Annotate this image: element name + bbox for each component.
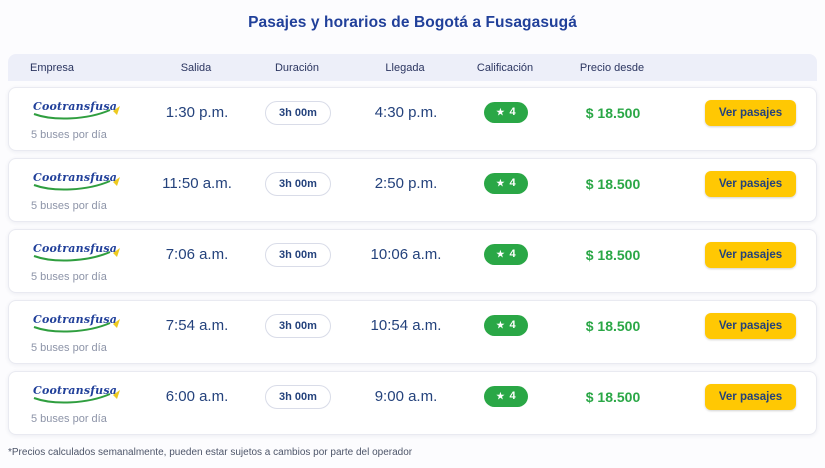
schedule-row: Cootransfusa 5 buses por día 11:50 a.m. …: [8, 158, 817, 222]
logo-swoosh: [33, 251, 111, 262]
price-from: $ 18.500: [585, 104, 641, 121]
logo-bird-icon: [113, 248, 120, 257]
ver-pasajes-button[interactable]: Ver pasajes: [704, 99, 797, 126]
arrival-time: 4:30 p.m.: [374, 104, 438, 121]
schedule-row: Cootransfusa 5 buses por día 6:00 a.m. 3…: [8, 371, 817, 435]
column-header-llegada: Llegada: [385, 61, 425, 74]
logo-bird-icon: [113, 390, 120, 399]
duration-pill: 3h 00m: [265, 384, 331, 409]
rating-badge: ★ 4: [484, 244, 528, 265]
cootransfusa-logo: Cootransfusa: [31, 311, 127, 341]
cootransfusa-logo: Cootransfusa: [31, 382, 127, 412]
departure-time: 11:50 a.m.: [162, 175, 232, 192]
arrival-time: 2:50 p.m.: [374, 175, 438, 192]
departure-time: 7:54 a.m.: [165, 317, 229, 334]
column-header-empresa: Empresa: [30, 61, 75, 74]
price-from: $ 18.500: [585, 175, 641, 192]
cootransfusa-logo: Cootransfusa: [31, 98, 127, 128]
rating-badge: ★ 4: [484, 315, 528, 336]
price-from: $ 18.500: [585, 317, 641, 334]
price-disclaimer: *Precios calculados semanalmente, pueden…: [8, 447, 413, 458]
rating-badge: ★ 4: [484, 386, 528, 407]
star-icon: ★: [496, 106, 505, 117]
column-header-duracion: Duración: [274, 61, 320, 74]
logo-swoosh: [33, 322, 111, 333]
schedule-row: Cootransfusa 5 buses por día 7:06 a.m. 3…: [8, 229, 817, 293]
ver-pasajes-button[interactable]: Ver pasajes: [704, 383, 797, 410]
rating-value: 4: [509, 390, 516, 402]
rating-value: 4: [509, 319, 516, 331]
buses-per-day-label: 5 buses por día: [31, 129, 107, 141]
arrival-time: 10:54 a.m.: [370, 317, 442, 334]
price-from: $ 18.500: [585, 388, 641, 405]
buses-per-day-label: 5 buses por día: [31, 271, 107, 283]
buses-per-day-label: 5 buses por día: [31, 413, 107, 425]
rating-value: 4: [509, 106, 516, 118]
company-name: Cootransfusa: [33, 171, 117, 184]
company-name: Cootransfusa: [33, 100, 117, 113]
rating-badge: ★ 4: [484, 173, 528, 194]
departure-time: 7:06 a.m.: [165, 246, 229, 263]
star-icon: ★: [496, 390, 505, 401]
star-icon: ★: [496, 319, 505, 330]
logo-swoosh: [33, 393, 111, 404]
page-title: Pasajes y horarios de Bogotá a Fusagasug…: [248, 14, 577, 31]
schedule-row: Cootransfusa 5 buses por día 1:30 p.m. 3…: [8, 87, 817, 151]
cootransfusa-logo: Cootransfusa: [31, 240, 127, 270]
column-header-calificacion: Calificación: [476, 61, 534, 74]
table-header-row: Empresa Salida Duración Llegada Califica…: [8, 54, 817, 81]
table-body: Cootransfusa 5 buses por día 1:30 p.m. 3…: [8, 87, 817, 435]
column-header-precio-desde: Precio desde: [579, 61, 645, 74]
company-name: Cootransfusa: [33, 384, 117, 397]
buses-per-day-label: 5 buses por día: [31, 342, 107, 354]
duration-pill: 3h 00m: [265, 171, 331, 196]
ver-pasajes-button[interactable]: Ver pasajes: [704, 170, 797, 197]
price-from: $ 18.500: [585, 246, 641, 263]
star-icon: ★: [496, 177, 505, 188]
rating-badge: ★ 4: [484, 102, 528, 123]
ver-pasajes-button[interactable]: Ver pasajes: [704, 241, 797, 268]
buses-per-day-label: 5 buses por día: [31, 200, 107, 212]
logo-bird-icon: [113, 319, 120, 328]
duration-pill: 3h 00m: [265, 313, 331, 338]
duration-pill: 3h 00m: [265, 242, 331, 267]
rating-value: 4: [509, 248, 516, 260]
company-name: Cootransfusa: [33, 313, 117, 326]
departure-time: 6:00 a.m.: [165, 388, 229, 405]
arrival-time: 10:06 a.m.: [370, 246, 442, 263]
rating-value: 4: [509, 177, 516, 189]
star-icon: ★: [496, 248, 505, 259]
departure-time: 1:30 p.m.: [165, 104, 229, 121]
logo-bird-icon: [113, 177, 120, 186]
column-header-salida: Salida: [180, 61, 212, 74]
ver-pasajes-button[interactable]: Ver pasajes: [704, 312, 797, 339]
arrival-time: 9:00 a.m.: [374, 388, 438, 405]
logo-swoosh: [33, 180, 111, 191]
schedule-table: Empresa Salida Duración Llegada Califica…: [8, 54, 817, 435]
logo-bird-icon: [113, 106, 120, 115]
schedule-row: Cootransfusa 5 buses por día 7:54 a.m. 3…: [8, 300, 817, 364]
logo-swoosh: [33, 109, 111, 120]
duration-pill: 3h 00m: [265, 100, 331, 125]
cootransfusa-logo: Cootransfusa: [31, 169, 127, 199]
company-name: Cootransfusa: [33, 242, 117, 255]
